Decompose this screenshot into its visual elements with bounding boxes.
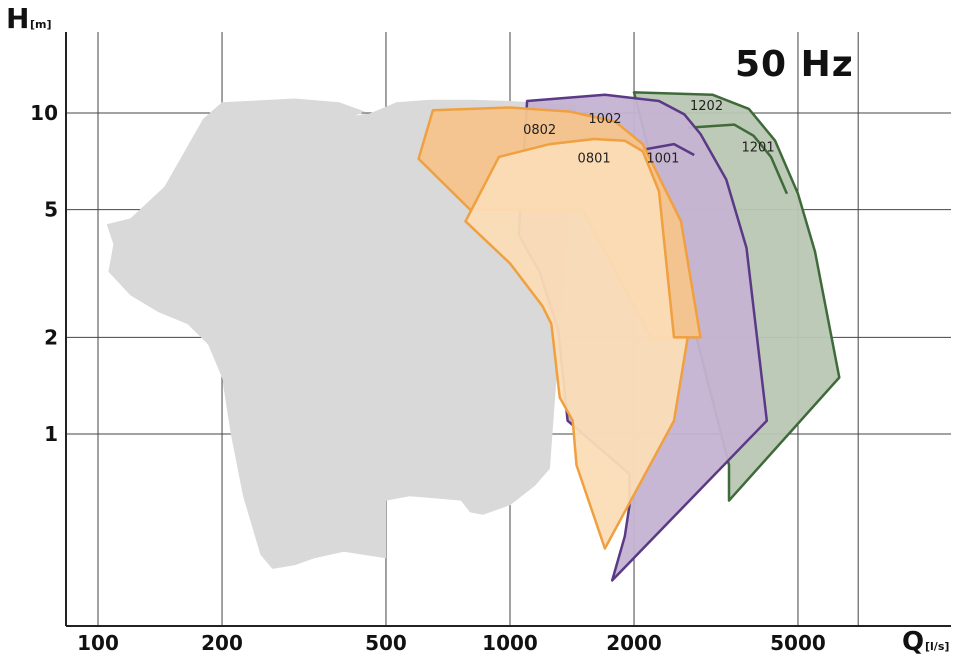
y-axis-symbol: H [6, 2, 29, 35]
y-axis-unit: [m] [30, 18, 52, 31]
frequency-annotation: 50 Hz [735, 44, 854, 85]
curve-label-1001: 1001 [646, 152, 679, 167]
performance-areas [106, 91, 841, 582]
x-tick-label: 500 [365, 631, 407, 655]
curve-label-1202: 1202 [690, 99, 723, 114]
y-tick-label: 1 [44, 422, 58, 446]
x-tick-label: 5000 [770, 631, 826, 655]
x-axis-symbol: Q [902, 627, 924, 656]
y-tick-label: 5 [44, 198, 58, 222]
x-axis-unit: [l/s] [925, 640, 949, 653]
x-tick-labels: 100 200 500 1000 2000 5000 [77, 631, 826, 655]
area-0801 [464, 137, 689, 550]
curve-label-1002: 1002 [588, 112, 621, 127]
y-tick-label: 10 [30, 101, 58, 125]
curve-1001 [633, 142, 695, 157]
axes [65, 32, 951, 627]
x-tick-label: 2000 [606, 631, 662, 655]
curve-label-1201: 1201 [742, 140, 775, 155]
x-tick-label: 200 [201, 631, 243, 655]
curve-label-0802: 0802 [523, 123, 556, 138]
curve-labels: 0802 1002 1202 0801 1001 1201 [523, 99, 775, 166]
x-tick-label: 1000 [482, 631, 538, 655]
curve-1201 [687, 123, 789, 195]
y-tick-label: 2 [44, 325, 58, 349]
x-tick-label: 100 [77, 631, 119, 655]
area-reference-range [106, 98, 577, 569]
curve-label-0801: 0801 [578, 152, 611, 167]
y-tick-labels: 1 2 5 10 [30, 101, 58, 446]
